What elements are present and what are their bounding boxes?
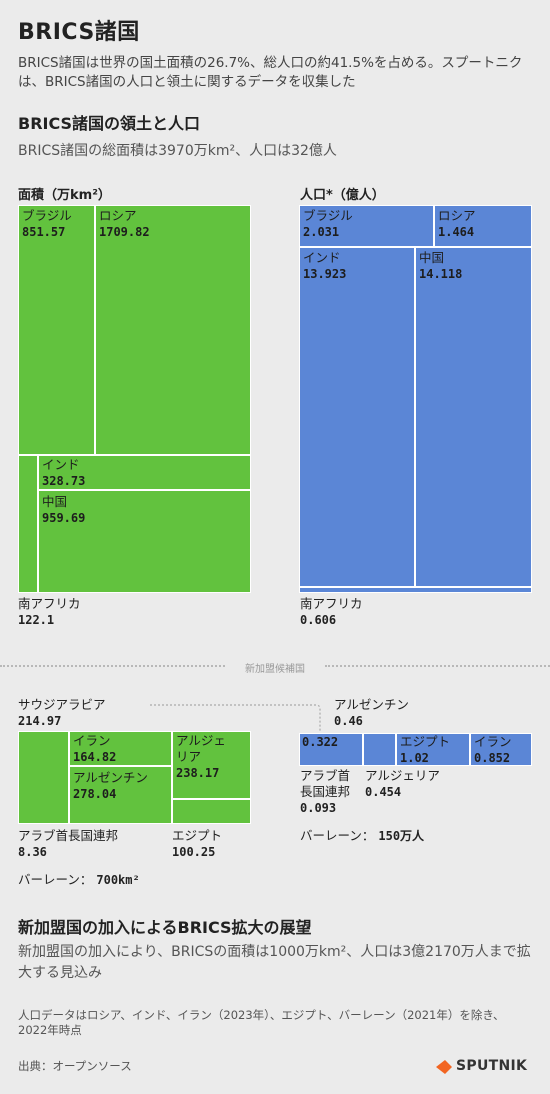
new-area-cell-saudi: [18, 731, 69, 824]
section2-title: 新加盟国の加入によるBRICS拡大の展望: [18, 918, 312, 937]
pop-sa-name: 南アフリカ: [300, 596, 363, 611]
new-pop-uae-label: アラブ首 長国連邦 0.093: [300, 768, 350, 816]
area-chart-title: 面積（万km²）: [18, 188, 111, 203]
new-pop-uae-name-1: アラブ首: [300, 768, 351, 783]
pop-cell-india: インド 13.923: [299, 247, 415, 587]
pop-cell-brazil: ブラジル 2.031: [299, 205, 434, 247]
new-pop-cell-iran: イラン 0.852: [470, 733, 532, 766]
divider-line-right: [325, 665, 550, 667]
lead-text: BRICS諸国は世界の国土面積の26.7%、総人口の約41.5%を占める。スプー…: [18, 55, 523, 90]
area-south-africa-label: 南アフリカ 122.1: [18, 596, 81, 628]
area-russia-name: ロシア: [99, 208, 137, 223]
pop-brazil-value: 2.031: [303, 225, 340, 239]
area-india-value: 328.73: [42, 474, 86, 488]
new-pop-argentina-name: アルゼンチン: [334, 697, 409, 712]
section1-subtitle: BRICS諸国の総面積は3970万km²、人口は32億人: [18, 143, 337, 159]
area-china-value: 959.69: [42, 511, 86, 525]
new-area-egypt-label: エジプト 100.25: [172, 828, 222, 860]
area-cell-brazil: ブラジル 851.57: [18, 205, 95, 455]
pop-china-value: 14.118: [419, 267, 463, 281]
source-text: 出典：オープンソース: [18, 1059, 132, 1073]
new-pop-uae-name-2: 長国連邦: [300, 784, 351, 799]
new-area-egypt-value: 100.25: [172, 845, 216, 859]
new-pop-uae-value: 0.093: [300, 801, 337, 815]
divider-line-left: [0, 665, 225, 667]
pop-sa-value: 0.606: [300, 613, 337, 627]
new-area-cell-iran: イラン 164.82: [69, 731, 172, 766]
new-pop-egypt-value: 1.02: [400, 751, 429, 765]
new-pop-cell-algeria: [363, 733, 396, 766]
section2-body: 新加盟国の加入により、BRICSの面積は1000万km²、人口は3億2170万人…: [18, 944, 531, 981]
candidates-divider: 新加盟候補国: [0, 660, 550, 675]
new-pop-egypt-name: エジプト: [400, 734, 451, 749]
area-brazil-name: ブラジル: [22, 208, 72, 223]
pop-cell-russia: ロシア 1.464: [434, 205, 532, 247]
area-brazil-value: 851.57: [22, 225, 66, 239]
new-area-cell-egypt: [172, 799, 251, 824]
bahrain-area-note: バーレーン： 700km²: [18, 872, 140, 888]
sputnik-mark-icon: [436, 1060, 452, 1074]
new-pop-argentina-label: アルゼンチン 0.46: [334, 697, 409, 729]
new-area-saudi-label: サウジアラビア 214.97: [18, 697, 106, 729]
area-sa-value: 122.1: [18, 613, 55, 627]
pop-chart-title: 人口*（億人）: [300, 188, 385, 203]
pop-brazil-name: ブラジル: [303, 208, 353, 223]
new-area-cell-argentina: アルゼンチン 278.04: [69, 766, 172, 824]
pop-cell-south-africa: [299, 587, 532, 593]
area-cell-russia: ロシア 1709.82: [95, 205, 251, 455]
pop-india-name: インド: [303, 250, 341, 265]
new-area-cell-algeria: アルジェ リア 238.17: [172, 731, 251, 799]
bahrain-pop-value: 150万人: [378, 829, 425, 843]
bahrain-area-value: 700km²: [96, 873, 140, 887]
bahrain-pop-note: バーレーン： 150万人: [300, 828, 424, 844]
page-title: BRICS諸国: [18, 20, 140, 45]
new-area-algeria-name-1: アルジェ: [176, 733, 226, 748]
new-pop-cell-egypt: エジプト 1.02: [396, 733, 470, 766]
new-pop-saudi-value: 0.322: [302, 735, 339, 749]
pop-russia-name: ロシア: [438, 208, 476, 223]
new-area-argentina-name: アルゼンチン: [73, 770, 148, 785]
new-area-saudi-name: サウジアラビア: [18, 697, 106, 712]
new-pop-algeria-label: アルジェリア 0.454: [365, 768, 440, 800]
new-area-algeria-name-2: リア: [176, 749, 202, 764]
saudi-connector: [150, 704, 321, 732]
new-pop-cell-saudi: 0.322: [299, 733, 363, 766]
logo-text: SPUTNIK: [456, 1058, 528, 1074]
new-area-uae-value: 8.36: [18, 845, 47, 859]
pop-china-name: 中国: [419, 250, 445, 265]
new-area-iran-name: イラン: [73, 733, 111, 748]
pop-russia-value: 1.464: [438, 225, 475, 239]
new-pop-iran-name: イラン: [474, 734, 512, 749]
area-sa-name: 南アフリカ: [18, 596, 81, 611]
bahrain-pop-label: バーレーン：: [300, 828, 375, 843]
new-area-argentina-value: 278.04: [73, 787, 117, 801]
area-cell-india: インド 328.73: [38, 455, 251, 490]
area-china-name: 中国: [42, 494, 68, 509]
new-area-iran-value: 164.82: [73, 750, 117, 764]
new-area-algeria-value: 238.17: [176, 766, 220, 780]
new-pop-iran-value: 0.852: [474, 751, 511, 765]
pop-south-africa-label: 南アフリカ 0.606: [300, 596, 363, 628]
new-area-saudi-value: 214.97: [18, 714, 62, 728]
area-russia-value: 1709.82: [99, 225, 150, 239]
new-pop-algeria-value: 0.454: [365, 785, 402, 799]
pop-cell-china: 中国 14.118: [415, 247, 532, 587]
new-area-uae-label: アラブ首長国連邦 8.36: [18, 828, 118, 860]
new-pop-argentina-value: 0.46: [334, 714, 363, 728]
new-area-egypt-name: エジプト: [172, 828, 223, 843]
sputnik-logo: SPUTNIK: [436, 1058, 540, 1076]
divider-label: 新加盟候補国: [225, 660, 325, 675]
new-area-uae-name: アラブ首長国連邦: [18, 828, 119, 843]
pop-india-value: 13.923: [303, 267, 347, 281]
section1-title: BRICS諸国の領土と人口: [18, 114, 201, 133]
new-pop-algeria-name: アルジェリア: [365, 768, 440, 783]
bahrain-area-label: バーレーン：: [18, 872, 93, 887]
footnote: 人口データはロシア、インド、イラン（2023年）、エジプト、バーレーン（2021…: [18, 1008, 505, 1037]
area-cell-south-africa: [18, 455, 38, 593]
area-cell-china: 中国 959.69: [38, 490, 251, 593]
area-india-name: インド: [42, 457, 80, 472]
